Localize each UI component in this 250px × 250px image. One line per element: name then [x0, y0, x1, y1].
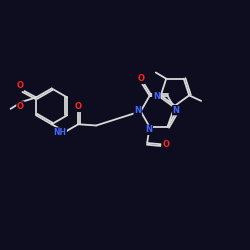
Text: NH: NH — [53, 128, 66, 137]
Text: N: N — [153, 92, 160, 101]
Text: O: O — [75, 102, 82, 111]
Text: O: O — [17, 102, 24, 111]
Text: N: N — [145, 125, 152, 134]
Text: N: N — [173, 106, 180, 115]
Text: O: O — [138, 74, 144, 84]
Text: O: O — [16, 82, 24, 90]
Text: N: N — [134, 106, 141, 115]
Text: O: O — [162, 140, 169, 149]
